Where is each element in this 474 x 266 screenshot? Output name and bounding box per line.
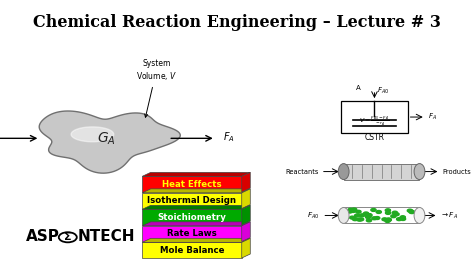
Polygon shape <box>142 238 250 242</box>
Circle shape <box>348 208 353 211</box>
Circle shape <box>382 218 387 221</box>
Circle shape <box>374 217 380 219</box>
Polygon shape <box>242 238 250 258</box>
Text: ASP: ASP <box>26 229 60 244</box>
Text: Rate Laws: Rate Laws <box>167 229 217 238</box>
Circle shape <box>385 211 391 214</box>
Circle shape <box>409 210 414 213</box>
Ellipse shape <box>338 207 349 223</box>
Circle shape <box>350 216 355 219</box>
Bar <box>344 164 419 180</box>
Circle shape <box>351 209 356 211</box>
Circle shape <box>360 214 365 217</box>
Text: $V=\frac{F_{A0}-F_A}{-r_A}$: $V=\frac{F_{A0}-F_A}{-r_A}$ <box>359 114 390 128</box>
Text: $\mathit{F}_A$: $\mathit{F}_A$ <box>223 130 235 144</box>
Bar <box>142 209 242 225</box>
Circle shape <box>407 209 412 212</box>
Circle shape <box>365 216 371 219</box>
Circle shape <box>365 214 370 217</box>
Text: Isothermal Design: Isothermal Design <box>147 196 237 205</box>
Circle shape <box>400 216 405 219</box>
Text: Chemical Reaction Engineering – Lecture # 3: Chemical Reaction Engineering – Lecture … <box>33 14 441 31</box>
Text: $F_{A0}$: $F_{A0}$ <box>308 210 320 221</box>
Circle shape <box>367 214 372 217</box>
Circle shape <box>372 217 377 220</box>
Polygon shape <box>71 127 114 142</box>
Text: Products: Products <box>442 169 471 174</box>
Circle shape <box>353 218 358 221</box>
Text: $F_A$: $F_A$ <box>428 112 437 122</box>
Text: Stoichiometry: Stoichiometry <box>157 213 227 222</box>
Polygon shape <box>242 222 250 242</box>
Text: System
Volume, $V$: System Volume, $V$ <box>136 59 177 117</box>
Text: $F_{A0}$: $F_{A0}$ <box>377 86 390 96</box>
Circle shape <box>391 215 396 218</box>
Bar <box>341 101 408 133</box>
Text: Σ: Σ <box>64 232 72 242</box>
Circle shape <box>366 219 372 222</box>
Circle shape <box>347 210 352 213</box>
Bar <box>142 193 242 209</box>
Circle shape <box>409 211 414 214</box>
Circle shape <box>394 213 399 216</box>
Circle shape <box>397 218 402 221</box>
Text: A: A <box>356 85 360 91</box>
Circle shape <box>376 210 382 213</box>
Circle shape <box>401 218 406 221</box>
Ellipse shape <box>414 164 425 180</box>
Circle shape <box>358 218 364 221</box>
Circle shape <box>386 218 391 221</box>
Circle shape <box>392 211 398 214</box>
Bar <box>142 226 242 242</box>
Circle shape <box>357 218 362 221</box>
Ellipse shape <box>338 164 349 180</box>
Circle shape <box>356 210 361 213</box>
Circle shape <box>371 209 376 211</box>
Polygon shape <box>142 189 250 193</box>
Circle shape <box>355 214 360 217</box>
Text: $\mathit{G}_A$: $\mathit{G}_A$ <box>97 130 116 147</box>
Circle shape <box>385 209 391 212</box>
Text: CSTR: CSTR <box>365 133 384 142</box>
Circle shape <box>352 208 357 211</box>
Bar <box>142 242 242 258</box>
Polygon shape <box>39 111 180 173</box>
Polygon shape <box>142 172 250 176</box>
Bar <box>344 207 419 223</box>
Text: NTECH: NTECH <box>77 229 135 244</box>
Circle shape <box>350 210 356 213</box>
Polygon shape <box>242 189 250 209</box>
Polygon shape <box>142 222 250 226</box>
Polygon shape <box>242 172 250 192</box>
Bar <box>142 176 242 192</box>
Circle shape <box>366 214 372 217</box>
Circle shape <box>386 218 392 221</box>
Circle shape <box>385 219 390 222</box>
Polygon shape <box>242 205 250 225</box>
Text: Heat Effects: Heat Effects <box>162 180 222 189</box>
Polygon shape <box>142 205 250 209</box>
Text: Mole Balance: Mole Balance <box>160 246 224 255</box>
Ellipse shape <box>414 207 425 223</box>
Text: Reactants: Reactants <box>286 169 319 174</box>
Circle shape <box>364 212 369 215</box>
Circle shape <box>349 209 354 212</box>
Text: $\rightarrow F_A$: $\rightarrow F_A$ <box>440 210 458 221</box>
